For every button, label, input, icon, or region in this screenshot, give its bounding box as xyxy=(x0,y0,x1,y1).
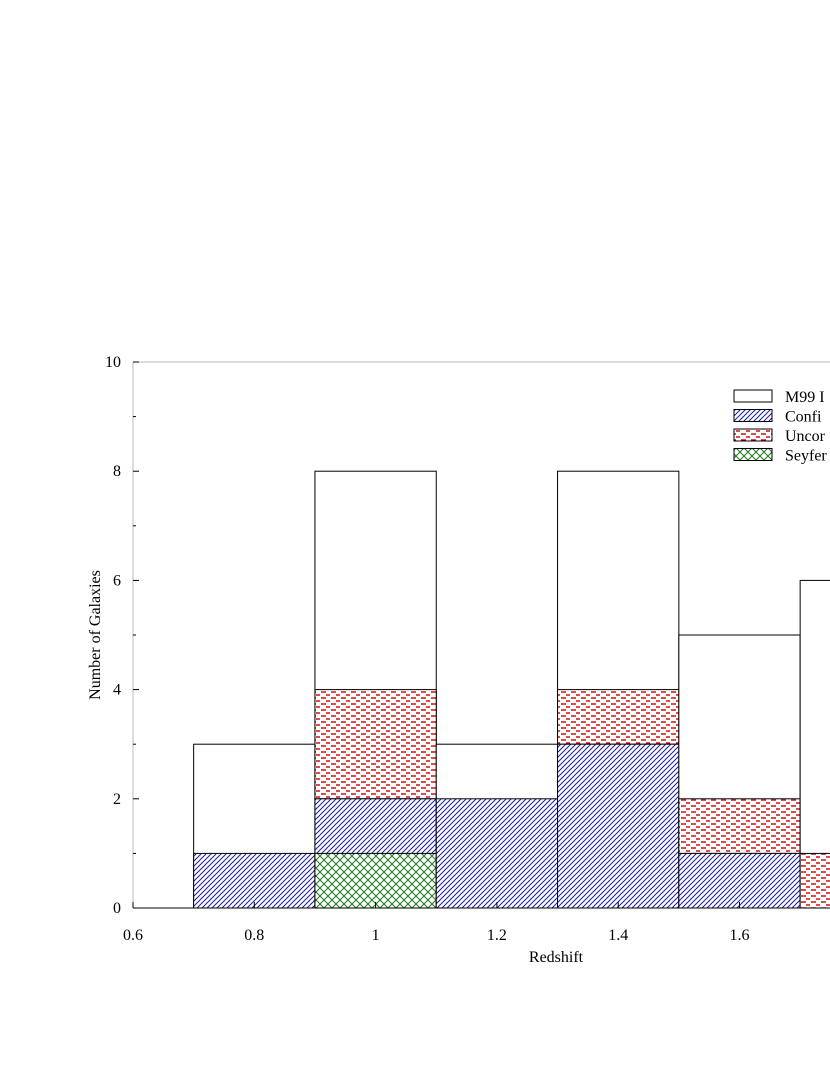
bar-unconfirmed-3 xyxy=(557,689,680,745)
legend: M99 I Confi Uncor Seyfer xyxy=(733,389,827,465)
legend-label-0: M99 I xyxy=(785,389,825,406)
legend-swatch-1 xyxy=(733,409,773,422)
legend-label-2: Uncor xyxy=(785,428,826,445)
bars-group xyxy=(193,470,830,909)
y-axis-title: Number of Galaxies xyxy=(87,570,104,700)
x-axis-title: Redshift xyxy=(529,949,584,966)
axes-group: 0 2 4 6 8 10 0.6 0.8 1 1.2 1.4 1.6 xyxy=(105,354,830,944)
legend-label-3: Seyfer xyxy=(785,448,827,465)
bar-confirmed-4 xyxy=(678,852,801,909)
legend-swatch-0 xyxy=(733,389,773,403)
bar-confirmed-2 xyxy=(435,798,559,909)
legend-swatch-3 xyxy=(733,448,773,461)
x-tick-label-0: 0.6 xyxy=(123,927,143,944)
y-tick-label-2: 4 xyxy=(113,682,121,699)
legend-swatch-2 xyxy=(733,428,773,442)
bar-unconfirmed-1 xyxy=(314,689,437,800)
y-tick-label-3: 6 xyxy=(113,572,121,589)
bar-confirmed-0 xyxy=(193,852,316,909)
bar-confirmed-3 xyxy=(557,743,680,909)
y-tick-label-0: 0 xyxy=(113,900,121,917)
x-tick-label-1: 0.8 xyxy=(244,927,264,944)
x-tick-label-2: 1 xyxy=(372,927,380,944)
y-tick-label-1: 2 xyxy=(113,791,121,808)
x-tick-label-5: 1.6 xyxy=(730,927,750,944)
x-tick-label-3: 1.2 xyxy=(487,927,507,944)
y-tick-label-4: 8 xyxy=(113,463,121,480)
bar-seyfert-1 xyxy=(314,852,437,909)
legend-label-1: Confi xyxy=(785,409,822,426)
y-tick-label-5: 10 xyxy=(105,354,121,371)
bar-unconfirmed-5 xyxy=(799,852,830,909)
bar-unconfirmed-4 xyxy=(678,798,801,854)
x-tick-label-4: 1.4 xyxy=(608,927,628,944)
